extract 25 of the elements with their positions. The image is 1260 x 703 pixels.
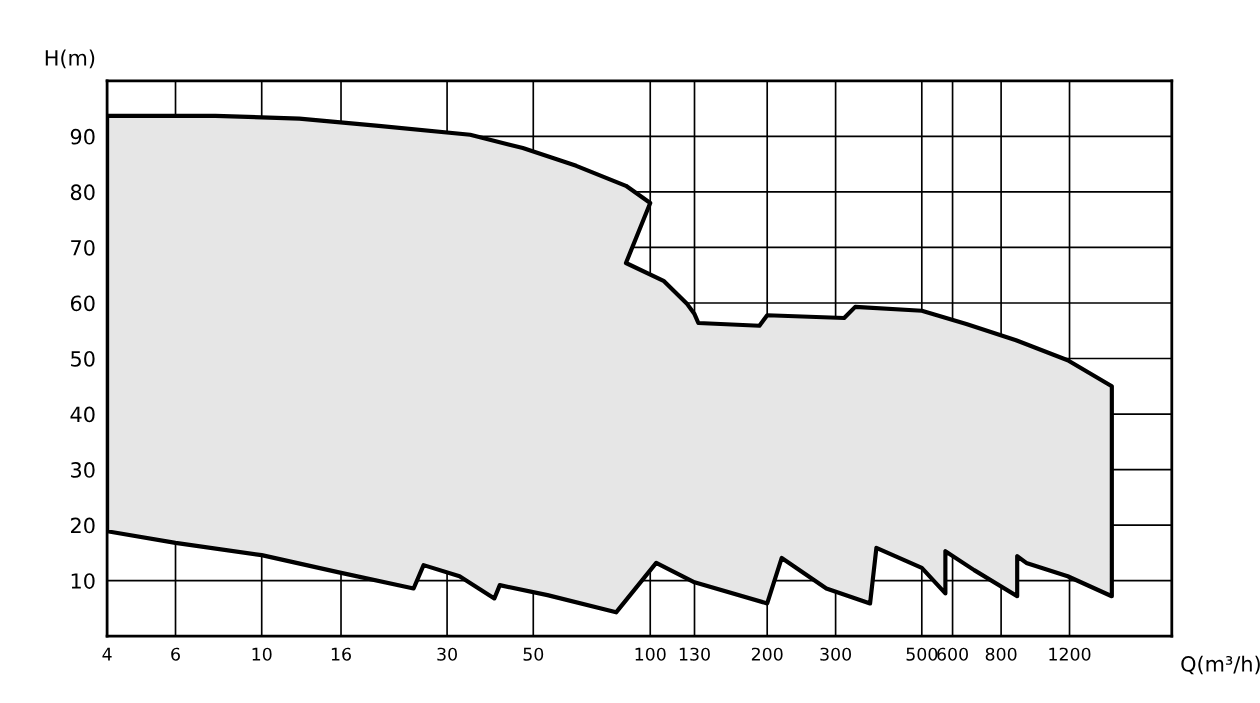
y-tick-label: 70	[71, 239, 95, 256]
x-tick-label: 16	[331, 647, 351, 661]
y-tick-label: 20	[71, 517, 95, 534]
x-tick-label: 100	[635, 647, 666, 661]
x-tick-label: 600	[937, 647, 968, 661]
y-axis-title: H(m)	[45, 49, 95, 69]
y-tick-label: 80	[70, 184, 95, 201]
x-tick-label: 130	[679, 647, 710, 661]
x-tick-label: 30	[437, 647, 457, 661]
y-tick-label: 60	[70, 295, 95, 312]
y-tick-label: 40	[70, 406, 95, 423]
x-tick-label: 6	[171, 647, 180, 661]
y-tick-label: 90	[70, 128, 95, 145]
x-tick-label: 300	[820, 647, 852, 661]
x-tick-label: 10	[252, 647, 272, 661]
x-tick-label: 200	[751, 647, 783, 661]
x-tick-label: 1200	[1049, 647, 1091, 661]
x-tick-label: 50	[523, 647, 544, 661]
x-tick-label: 800	[985, 647, 1017, 661]
y-tick-label: 50	[71, 350, 95, 367]
x-axis-title: Q(m³/h)	[1181, 655, 1260, 675]
x-tick-label: 4	[102, 647, 112, 661]
y-tick-label: 30	[71, 462, 95, 478]
y-tick-label: 10	[71, 573, 95, 589]
x-tick-label: 500	[906, 647, 938, 661]
